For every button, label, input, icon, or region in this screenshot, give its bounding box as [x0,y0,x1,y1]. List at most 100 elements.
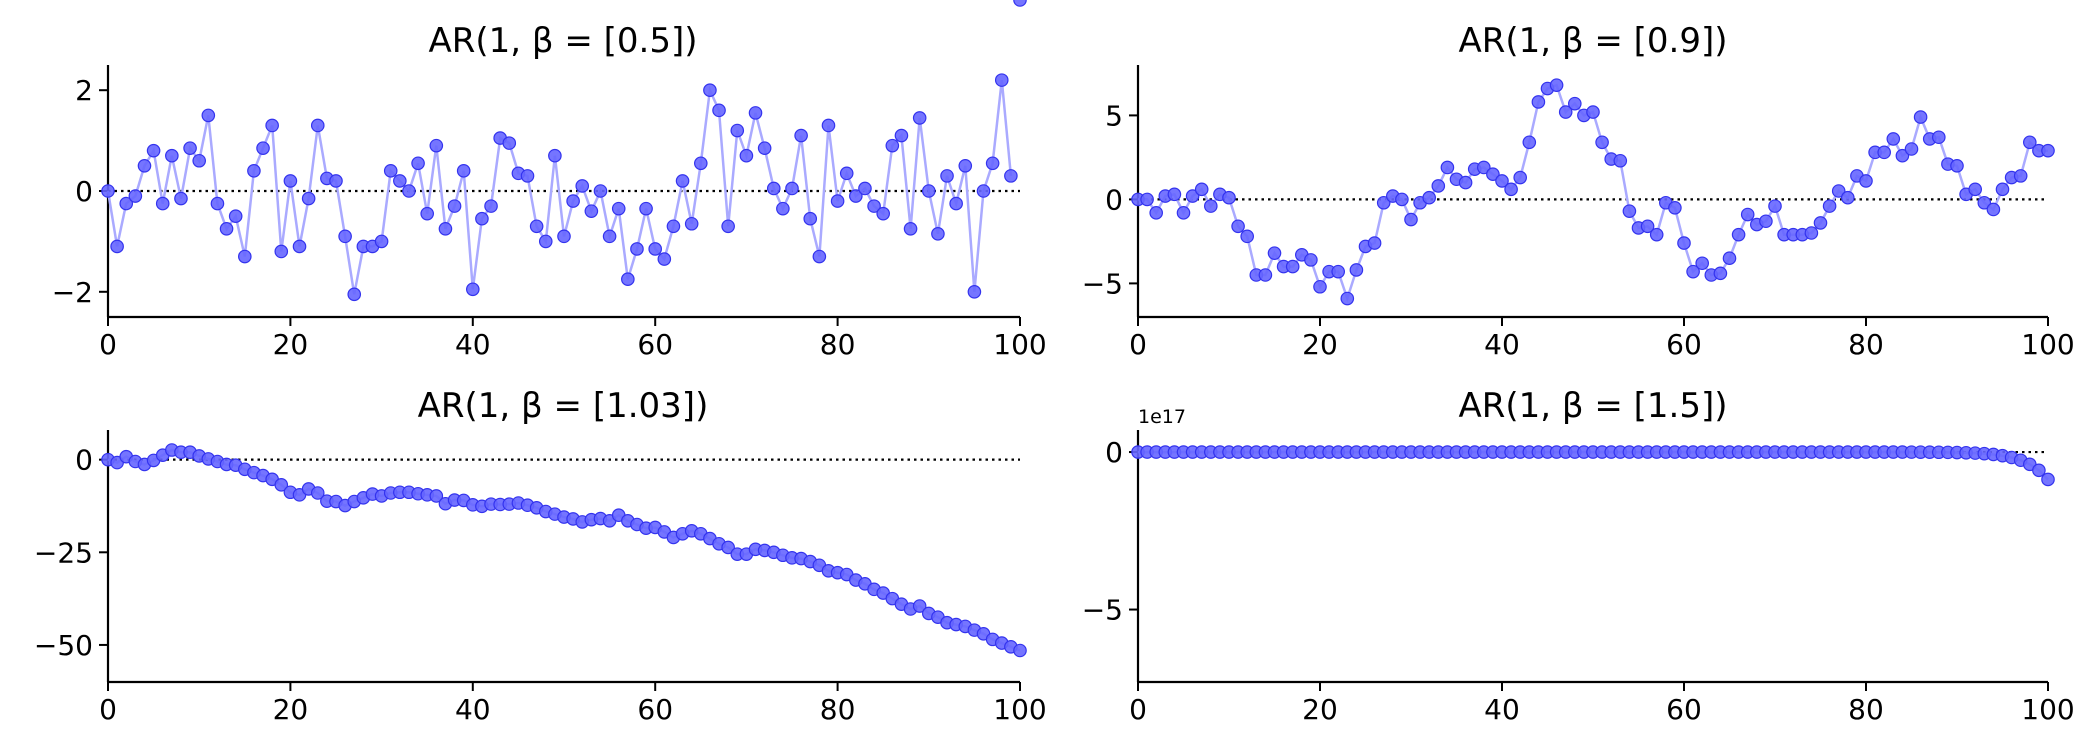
data-point [1722,251,1737,266]
data-point [2023,135,2037,150]
data-point [593,184,608,198]
data-point [1904,142,1919,156]
data-point [301,191,316,206]
data-point [465,282,480,297]
plot-area: 0 20 40 60 80 100 0 −5 [1082,430,2075,726]
data-point [885,138,900,153]
data-point [830,194,845,208]
data-point [931,227,945,241]
data-point [1586,105,1600,119]
x-tick-label: 80 [1848,693,1884,726]
data-point [374,234,389,249]
data-point [438,222,453,236]
data-point [502,136,517,150]
data-point [1349,263,1364,277]
x-tick-label: 80 [1848,328,1884,361]
data-point [940,169,954,183]
data-point [867,199,881,213]
x-tick-label: 100 [2021,328,2074,361]
data-point [1422,190,1436,205]
data-point [2041,472,2055,487]
y-tick-label: 5 [1105,99,1123,132]
data-point [1331,264,1345,279]
data-point [1549,78,1564,92]
data-point [119,196,134,211]
data-point [1504,182,1518,197]
data-point [1267,246,1282,260]
data-point [721,219,735,234]
data-point [1895,148,1910,163]
data-point [1477,160,1491,175]
data-point [329,174,343,188]
data-point [1622,204,1637,218]
data-point [785,181,799,196]
chart-title: AR(1, β = [0.5]) [428,21,697,61]
subplot-ar-1-5: AR(1, β = [1.5]) 1e17 0 20 40 60 80 100 0 −5 [1082,386,2075,726]
x-tick-label: 40 [455,693,491,726]
data-point [238,249,252,264]
data-point [101,184,115,198]
data-point [1149,206,1163,220]
data-point [1240,229,1254,244]
data-point [1813,216,1828,230]
data-point [1440,160,1455,175]
data-point [1686,264,1700,279]
data-point [383,164,398,178]
data-point [839,166,854,181]
data-point [128,189,143,203]
data-point [155,196,170,211]
data-point [912,111,927,125]
x-tick-label: 20 [273,328,309,361]
data-point [420,206,434,221]
data-point [247,164,261,178]
data-point [821,118,836,133]
data-point [994,73,1009,87]
data-point [1831,184,1846,198]
data-point [1595,135,1609,150]
data-point [1886,132,1901,146]
data-point [1713,266,1728,281]
data-point [1404,212,1418,227]
y-tick-label: 0 [75,444,93,477]
data-point [748,106,763,120]
data-point [183,141,197,155]
data-point [1495,174,1509,188]
data-point [849,189,863,203]
data-point [812,249,827,264]
data-point [1932,130,1946,145]
chart-title: AR(1, β = [1.5]) [1458,386,1727,426]
data-point [1176,206,1191,220]
data-point [274,478,289,492]
x-tick-label: 0 [99,328,117,361]
data-point [1977,195,1992,210]
data-point [712,103,726,118]
data-point [219,222,234,236]
data-point [1649,227,1664,242]
data-point [1804,226,1819,240]
data-point [739,148,754,163]
data-point [1759,214,1773,229]
x-tick-label: 0 [1129,328,1147,361]
x-tick-label: 40 [455,328,491,361]
y-tick-label: 0 [1105,183,1123,216]
x-tick-label: 20 [273,693,309,726]
data-point [766,181,781,196]
data-point [402,184,416,198]
data-point [894,128,909,143]
data-point [292,239,307,254]
data-point [165,148,179,163]
data-point [228,209,243,223]
data-point [621,272,635,286]
data-point [1913,110,1928,124]
y-tick-label: −2 [52,276,93,309]
plot-area: 0 20 40 60 80 100 0 −25 −50 [34,430,1047,726]
data-point [1185,189,1200,203]
data-point [447,199,462,213]
x-tick-label: 20 [1302,693,1338,726]
data-point [310,486,325,500]
subplot-ar-1-03: AR(1, β = [1.03]) 0 20 40 60 80 100 0 −25 −50 [34,386,1047,726]
data-point [949,196,963,211]
